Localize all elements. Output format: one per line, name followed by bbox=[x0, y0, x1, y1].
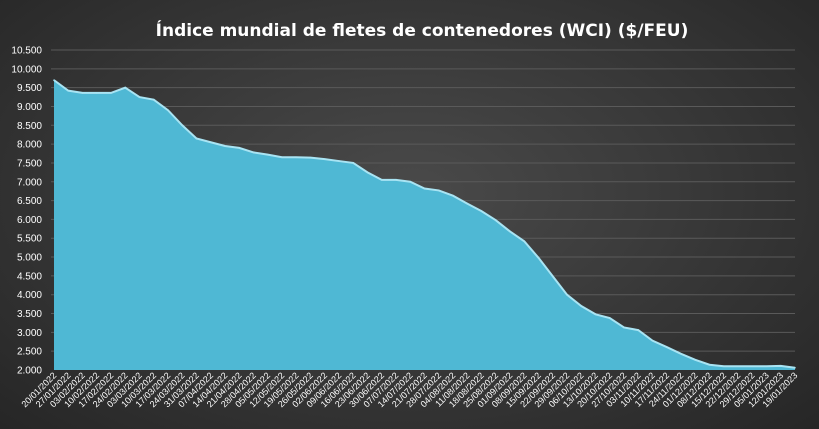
data-point bbox=[395, 179, 397, 181]
y-tick-label: 10.000 bbox=[11, 64, 42, 75]
data-point bbox=[224, 145, 226, 147]
data-point bbox=[281, 156, 283, 159]
data-point bbox=[765, 365, 768, 368]
data-point bbox=[509, 230, 511, 233]
data-point bbox=[566, 293, 568, 296]
data-point bbox=[252, 151, 255, 154]
data-point bbox=[551, 275, 554, 278]
data-point bbox=[594, 313, 597, 316]
data-point bbox=[708, 363, 711, 366]
data-point bbox=[737, 365, 739, 368]
y-tick-label: 10.500 bbox=[11, 46, 42, 57]
data-point bbox=[651, 339, 654, 342]
y-tick-label: 3.500 bbox=[17, 309, 42, 320]
data-point bbox=[323, 158, 326, 160]
data-point bbox=[352, 162, 355, 164]
data-point bbox=[95, 92, 98, 94]
data-point bbox=[466, 202, 469, 205]
data-point bbox=[181, 124, 184, 127]
y-tick-label: 7.000 bbox=[17, 177, 42, 188]
area-series bbox=[53, 79, 796, 371]
data-point bbox=[722, 365, 725, 368]
y-tick-label: 9.000 bbox=[17, 102, 42, 113]
data-point bbox=[138, 96, 141, 98]
data-point bbox=[209, 141, 212, 144]
data-point bbox=[694, 359, 697, 361]
data-point bbox=[338, 160, 340, 162]
data-point bbox=[295, 156, 298, 159]
data-point bbox=[623, 326, 625, 329]
y-tick-label: 4.000 bbox=[17, 290, 42, 301]
y-tick-label: 7.500 bbox=[17, 158, 42, 169]
data-point bbox=[437, 189, 440, 192]
y-tick-label: 5.500 bbox=[17, 234, 42, 245]
data-point bbox=[523, 240, 526, 243]
series-area-fill bbox=[54, 80, 795, 371]
x-axis-ticks: 20/01/202227/01/202203/02/202210/02/2022… bbox=[19, 370, 799, 409]
y-tick-label: 8.500 bbox=[17, 121, 42, 132]
data-point bbox=[680, 353, 682, 355]
data-point bbox=[167, 109, 169, 112]
data-point bbox=[152, 98, 155, 101]
data-point bbox=[494, 219, 497, 221]
y-tick-label: 8.000 bbox=[17, 140, 42, 151]
y-tick-label: 2.000 bbox=[17, 366, 42, 377]
data-point bbox=[238, 147, 241, 149]
data-point bbox=[608, 317, 611, 319]
data-point bbox=[309, 156, 312, 159]
data-point bbox=[195, 137, 198, 140]
data-point bbox=[124, 86, 127, 89]
data-point bbox=[366, 171, 369, 174]
data-point bbox=[423, 187, 426, 190]
data-point bbox=[67, 89, 70, 92]
y-tick-label: 6.000 bbox=[17, 215, 42, 226]
data-point bbox=[409, 180, 412, 183]
y-tick-label: 9.500 bbox=[17, 83, 42, 94]
data-point bbox=[794, 366, 796, 369]
data-point bbox=[480, 210, 483, 212]
data-point bbox=[266, 153, 269, 156]
data-point bbox=[580, 305, 583, 307]
data-point bbox=[779, 365, 782, 367]
data-point bbox=[380, 179, 383, 181]
y-tick-label: 2.500 bbox=[17, 347, 42, 358]
data-point bbox=[81, 92, 84, 94]
data-point bbox=[110, 92, 112, 94]
data-point bbox=[751, 365, 754, 368]
y-tick-label: 4.500 bbox=[17, 271, 42, 282]
data-point bbox=[53, 79, 55, 81]
y-tick-label: 5.000 bbox=[17, 253, 42, 264]
y-tick-label: 3.000 bbox=[17, 328, 42, 339]
data-point bbox=[537, 257, 540, 259]
y-tick-label: 6.500 bbox=[17, 196, 42, 207]
data-point bbox=[665, 346, 668, 348]
data-point bbox=[637, 329, 640, 331]
chart-title: Índice mundial de fletes de contenedores… bbox=[156, 19, 689, 41]
data-point bbox=[452, 194, 454, 197]
y-axis-ticks: 2.000 2.500 3.000 3.500 4.000 4.500 5.000 5.500… bbox=[11, 46, 42, 377]
